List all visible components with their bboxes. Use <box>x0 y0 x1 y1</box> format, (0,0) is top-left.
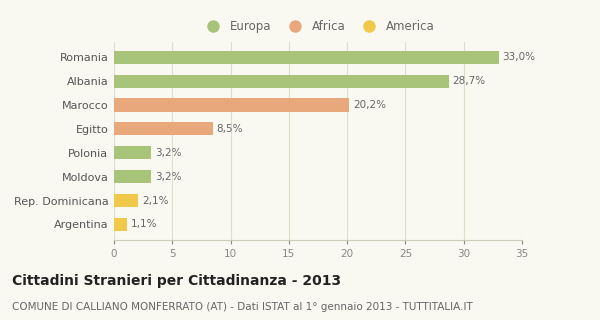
Text: 20,2%: 20,2% <box>353 100 386 110</box>
Legend: Europa, Africa, America: Europa, Africa, America <box>197 16 439 38</box>
Text: 28,7%: 28,7% <box>452 76 485 86</box>
Bar <box>114 170 151 183</box>
Bar <box>114 98 349 112</box>
Bar <box>114 75 449 88</box>
Text: 1,1%: 1,1% <box>130 220 157 229</box>
Bar <box>114 218 127 231</box>
Bar <box>114 146 151 159</box>
Text: COMUNE DI CALLIANO MONFERRATO (AT) - Dati ISTAT al 1° gennaio 2013 - TUTTITALIA.: COMUNE DI CALLIANO MONFERRATO (AT) - Dat… <box>12 302 473 312</box>
Bar <box>114 194 139 207</box>
Text: 33,0%: 33,0% <box>502 52 535 62</box>
Text: 3,2%: 3,2% <box>155 172 181 182</box>
Bar <box>114 51 499 64</box>
Text: 2,1%: 2,1% <box>142 196 169 205</box>
Text: 8,5%: 8,5% <box>217 124 243 134</box>
Text: Cittadini Stranieri per Cittadinanza - 2013: Cittadini Stranieri per Cittadinanza - 2… <box>12 274 341 288</box>
Bar <box>114 122 213 135</box>
Text: 3,2%: 3,2% <box>155 148 181 158</box>
